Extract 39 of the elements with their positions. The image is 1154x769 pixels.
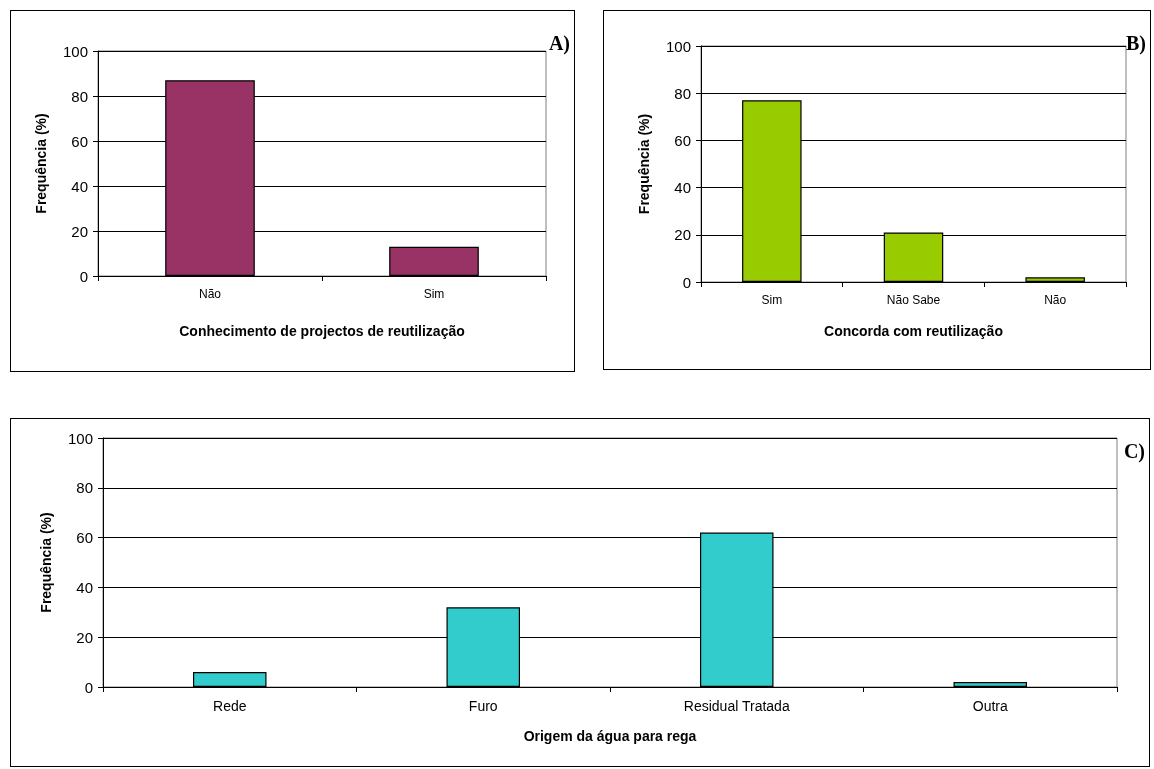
y-tick-label: 40: [76, 578, 93, 596]
y-tick-label: 100: [665, 37, 691, 55]
y-tick-label: 20: [71, 222, 88, 240]
text: C): [1123, 440, 1146, 463]
x-tick-label: Rede: [213, 698, 247, 714]
y-tick-label: 80: [71, 87, 88, 105]
text: A): [548, 32, 571, 55]
x-tick-label: Furo: [468, 698, 498, 714]
y-tick-label: 60: [674, 131, 691, 149]
y-tick-label: 80: [76, 479, 93, 497]
x-tick-label: Residual Tratada: [683, 698, 790, 714]
bar: [953, 682, 1028, 687]
y-tick-label: 0: [682, 273, 691, 291]
y-tick-label: 80: [674, 84, 691, 102]
y-tick-label: 100: [62, 42, 88, 60]
bar: [192, 672, 267, 687]
x-tick-label: Não: [198, 287, 222, 301]
y-axis-title: Frequência (%): [38, 512, 54, 613]
x-tick-label: Não Sabe: [886, 293, 941, 307]
x-tick-label: Sim: [423, 287, 445, 301]
x-axis-title: Concorda com reutilização: [824, 323, 1003, 339]
annotation: B): [1126, 32, 1146, 55]
y-tick-label: 40: [71, 177, 88, 195]
y-tick-label: 0: [79, 267, 88, 285]
bar: [1025, 277, 1085, 282]
x-tick-label: Não: [1044, 293, 1067, 307]
x-tick-label: Outra: [972, 698, 1008, 714]
x-tick-label: Sim: [761, 293, 783, 307]
y-tick-label: 20: [76, 628, 93, 646]
x-axis-title: Origem da água para rega: [523, 728, 697, 744]
y-tick-label: 20: [674, 226, 691, 244]
y-tick-label: 100: [67, 429, 93, 447]
y-tick-label: 40: [674, 179, 691, 197]
y-tick-label: 60: [71, 132, 88, 150]
y-tick-label: 60: [76, 529, 93, 547]
x-axis-title: Conhecimento de projectos de reutilização: [179, 323, 465, 339]
y-axis-title: Frequência (%): [33, 113, 49, 214]
y-tick-label: 0: [84, 678, 93, 696]
y-axis-title: Frequência (%): [636, 113, 652, 215]
